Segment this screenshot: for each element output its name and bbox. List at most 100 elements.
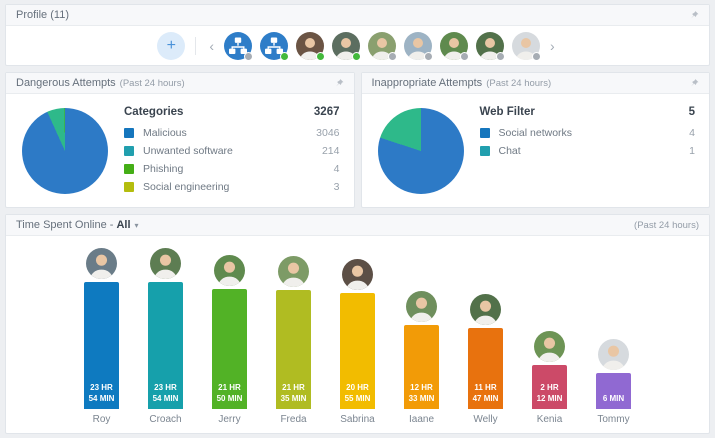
status-dot bbox=[424, 52, 433, 61]
legend-color-swatch bbox=[124, 146, 134, 156]
time-bar-column: 20 HR 55 MIN Sabrina bbox=[340, 259, 375, 425]
pin-icon[interactable] bbox=[690, 78, 699, 88]
person-photo-icon bbox=[342, 259, 373, 290]
legend-label: Malicious bbox=[143, 127, 187, 139]
time-bar-column: 23 HR 54 MIN Croach bbox=[148, 248, 183, 425]
profile-avatar[interactable] bbox=[332, 32, 361, 61]
add-profile-button[interactable]: + bbox=[157, 32, 186, 60]
dangerous-pie-chart[interactable] bbox=[22, 108, 108, 194]
profile-avatar[interactable] bbox=[534, 331, 565, 362]
person-name: Roy bbox=[92, 414, 111, 425]
legend-value: 3 bbox=[333, 181, 340, 193]
profile-avatar[interactable] bbox=[440, 32, 469, 61]
legend-label: Social networks bbox=[498, 127, 573, 139]
time-bar-value: 2 HR 12 MIN bbox=[536, 382, 563, 403]
person-name: Kenia bbox=[536, 414, 563, 425]
legend-label: Phishing bbox=[143, 163, 184, 175]
person-photo-icon bbox=[150, 248, 181, 279]
profile-avatar[interactable] bbox=[368, 32, 397, 61]
inappropriate-legend-header: Web Filter 5 bbox=[480, 106, 696, 118]
time-bar-value: 21 HR 35 MIN bbox=[280, 382, 307, 403]
status-dot bbox=[532, 52, 541, 61]
person-photo-icon bbox=[404, 32, 432, 60]
legend-color-swatch bbox=[124, 182, 134, 192]
group-avatar[interactable] bbox=[224, 32, 253, 61]
legend-label: Unwanted software bbox=[143, 145, 233, 157]
profile-title: Profile (11) bbox=[16, 9, 69, 21]
group-avatar[interactable] bbox=[260, 32, 289, 61]
profile-avatar[interactable] bbox=[512, 32, 541, 61]
profile-avatar[interactable] bbox=[470, 294, 501, 325]
inappropriate-legend-items: Social networks 4 Chat 1 bbox=[479, 127, 695, 157]
person-photo-icon bbox=[278, 256, 309, 287]
chevron-down-icon[interactable]: ▾ bbox=[134, 220, 139, 230]
profile-avatar[interactable] bbox=[86, 248, 117, 279]
inappropriate-legend: Web Filter 5 Social networks 4 Chat 1 bbox=[479, 105, 696, 199]
profile-avatar[interactable] bbox=[406, 291, 437, 322]
person-photo-icon bbox=[470, 294, 501, 325]
dangerous-legend-title: Categories bbox=[124, 106, 184, 118]
legend-color-swatch bbox=[124, 128, 134, 138]
dangerous-attempts-period: (Past 24 hours) bbox=[119, 77, 185, 89]
legend-value: 3046 bbox=[316, 127, 340, 139]
time-spent-title-text: Time Spent Online - bbox=[16, 219, 114, 231]
time-bar[interactable]: 21 HR 50 MIN bbox=[212, 289, 247, 409]
time-bar[interactable]: 20 HR 55 MIN bbox=[340, 293, 375, 409]
profile-avatar[interactable] bbox=[150, 248, 181, 279]
pin-icon[interactable] bbox=[690, 10, 699, 20]
legend-item[interactable]: Chat 1 bbox=[479, 145, 695, 157]
profile-avatar[interactable] bbox=[296, 32, 325, 61]
profile-avatar-strip: + ‹ bbox=[6, 26, 709, 66]
time-spent-title: Time Spent Online - All bbox=[16, 219, 131, 231]
time-bar[interactable]: 23 HR 54 MIN bbox=[84, 282, 119, 409]
profile-avatar[interactable] bbox=[476, 32, 505, 61]
dangerous-attempts-title: Dangerous Attempts bbox=[16, 77, 116, 89]
time-bar[interactable]: 6 MIN bbox=[596, 373, 631, 409]
time-bar-column: 21 HR 35 MIN Freda bbox=[276, 256, 311, 425]
legend-item[interactable]: Social networks 4 bbox=[479, 127, 695, 139]
legend-item[interactable]: Phishing 4 bbox=[124, 163, 340, 175]
inappropriate-attempts-panel: Inappropriate Attempts (Past 24 hours) W… bbox=[360, 72, 710, 208]
profile-avatar[interactable] bbox=[342, 259, 373, 290]
chevron-right-icon[interactable]: › bbox=[550, 38, 555, 54]
status-dot bbox=[496, 52, 505, 61]
time-bar[interactable]: 21 HR 35 MIN bbox=[276, 290, 311, 409]
inappropriate-total: 5 bbox=[688, 106, 695, 118]
legend-item[interactable]: Social engineering 3 bbox=[124, 181, 340, 193]
time-bar[interactable]: 23 HR 54 MIN bbox=[148, 282, 183, 409]
legend-value: 1 bbox=[689, 145, 695, 157]
profile-avatar[interactable] bbox=[598, 339, 629, 370]
legend-color-swatch bbox=[124, 164, 134, 174]
legend-item[interactable]: Malicious 3046 bbox=[124, 127, 340, 139]
profile-avatar[interactable] bbox=[404, 32, 433, 61]
pin-icon[interactable] bbox=[335, 78, 344, 88]
person-name: Welly bbox=[473, 414, 498, 425]
legend-color-swatch bbox=[479, 128, 490, 138]
dangerous-total: 3267 bbox=[313, 106, 340, 118]
time-bar-column: 21 HR 50 MIN Jerry bbox=[212, 255, 247, 425]
status-dot bbox=[280, 52, 289, 61]
profile-avatar[interactable] bbox=[278, 256, 309, 287]
time-bar[interactable]: 11 HR 47 MIN bbox=[468, 328, 503, 409]
time-filter-selected[interactable]: All bbox=[116, 219, 131, 231]
time-bar[interactable]: 12 HR 33 MIN bbox=[404, 325, 439, 409]
person-name: Tommy bbox=[597, 414, 630, 425]
time-bar-value: 11 HR 47 MIN bbox=[472, 382, 499, 403]
legend-label: Social engineering bbox=[143, 181, 230, 193]
time-bar-value: 21 HR 50 MIN bbox=[216, 382, 243, 403]
legend-value: 4 bbox=[333, 163, 340, 175]
person-name: Sabrina bbox=[340, 414, 375, 425]
inappropriate-pie-chart[interactable] bbox=[377, 108, 464, 194]
attempts-row: Dangerous Attempts (Past 24 hours) Categ… bbox=[5, 72, 710, 208]
time-bar[interactable]: 2 HR 12 MIN bbox=[532, 365, 567, 409]
chevron-left-icon[interactable]: ‹ bbox=[209, 38, 214, 54]
status-dot bbox=[316, 52, 325, 61]
legend-item[interactable]: Unwanted software 214 bbox=[124, 145, 340, 157]
profile-avatar[interactable] bbox=[214, 255, 245, 286]
inappropriate-attempts-body: Web Filter 5 Social networks 4 Chat 1 bbox=[362, 94, 710, 207]
person-name: Freda bbox=[280, 414, 307, 425]
time-spent-period: (Past 24 hours) bbox=[634, 219, 699, 231]
legend-value: 4 bbox=[689, 127, 695, 139]
status-dot bbox=[388, 52, 397, 61]
person-photo-icon bbox=[86, 248, 117, 279]
